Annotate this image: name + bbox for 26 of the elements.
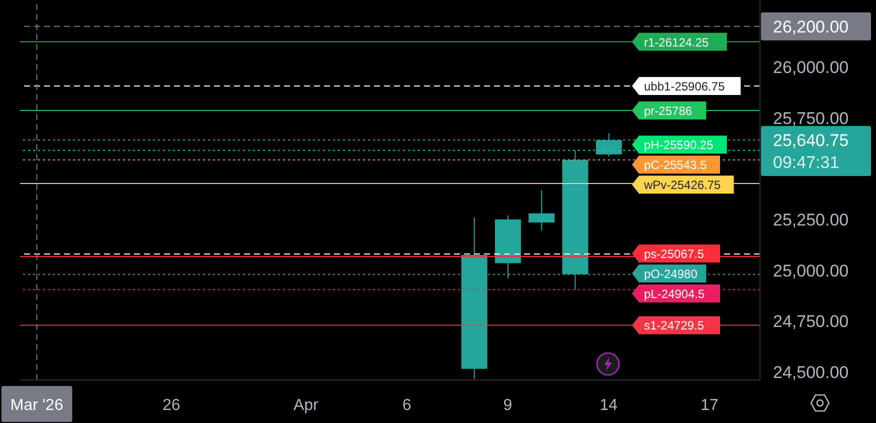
y-tick-label: 25,640.75 [773,131,849,150]
y-tick-label: 25,750.00 [773,108,849,128]
x-tick-label: Mar '26 [10,397,64,414]
ref-line-label: pr-25786 [644,104,692,118]
ref-line-label: wPv-25426.75 [643,178,722,192]
ref-line-label: r1-26124.25 [644,35,710,50]
y-tick-label: 26,000.00 [773,58,849,78]
ref-line-label: pC-25543.5 [644,158,708,172]
x-tick-label: 9 [503,397,512,414]
ref-line-label: ubb1-25906.75 [644,80,726,94]
y-tick-label: 24,500.00 [773,362,849,382]
y-tick-label: 25,250.00 [773,210,849,230]
x-tick-label: 26 [162,397,180,414]
x-tick-label: Apr [293,397,320,414]
ref-line-label: pO-24980 [644,267,698,282]
x-tick-label: 14 [600,397,618,414]
y-tick-label: 25,000.00 [773,261,849,280]
ref-line-label: s1-24729.5 [644,318,704,333]
ref-line-label: pH-25590.25 [644,138,714,152]
ref-line-label: ps-25067.5 [644,247,704,262]
x-tick-label: 6 [402,397,412,414]
y-tick-label: 26,200.00 [773,17,849,36]
y-tick-label: 24,750.00 [773,312,849,332]
text: 09:47:31 [773,153,840,172]
ref-line-label: pL-24904.5 [644,287,706,302]
x-tick-label: 17 [700,397,719,414]
